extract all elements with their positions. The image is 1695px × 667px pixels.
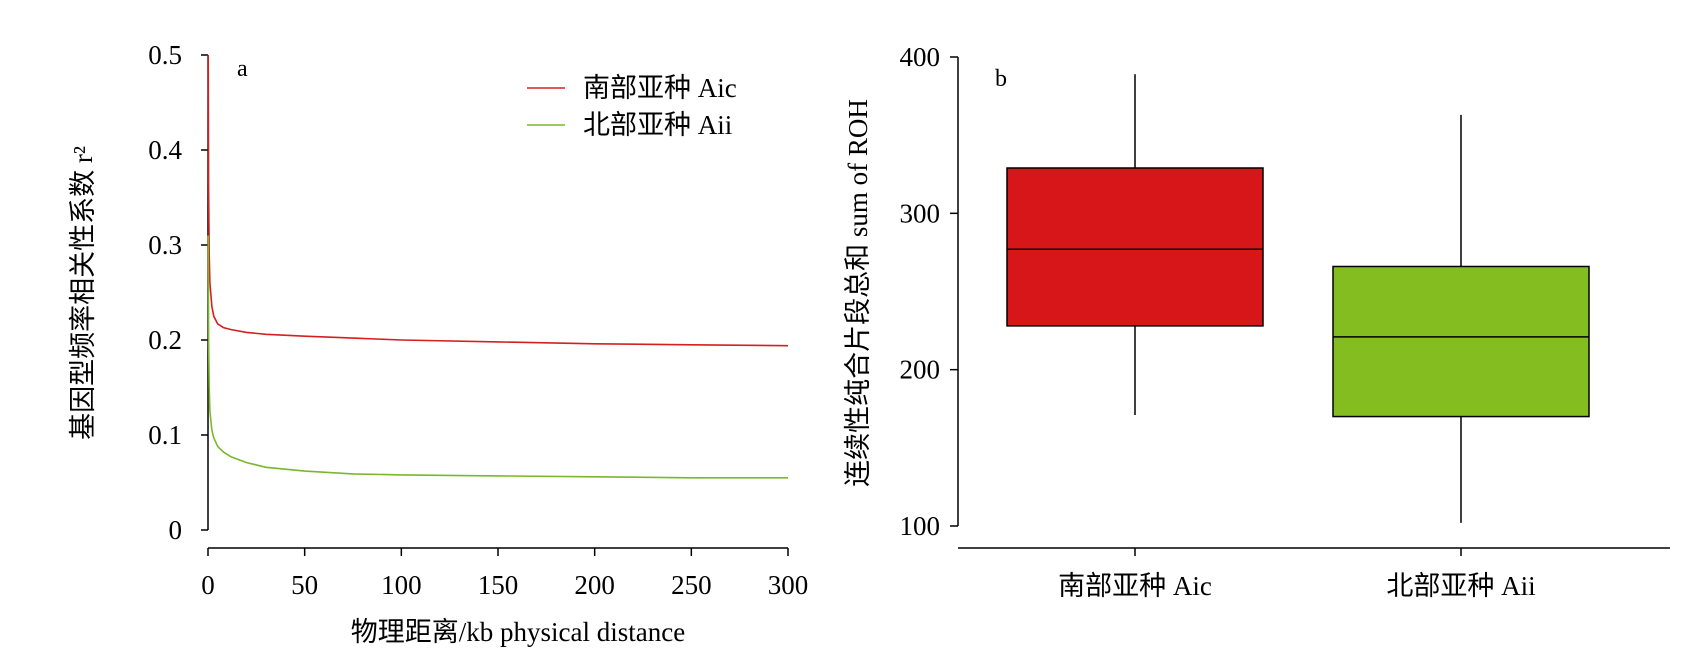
y-axis-label: 基因型频率相关性系数 r²: [68, 146, 98, 440]
legend-label: 北部亚种 Aii: [583, 110, 732, 140]
y-tick-label: 300: [900, 198, 941, 228]
y-tick-label: 0: [169, 515, 183, 545]
boxes: [1006, 74, 1590, 523]
x-tick-label: 250: [671, 570, 712, 600]
axes: 100 200 300 400 南部亚种 Aic 北部亚种 Aii: [900, 42, 1670, 601]
legend: 南部亚种 Aic 北部亚种 Aii: [527, 73, 737, 140]
y-tick-label: 100: [900, 511, 941, 541]
panel-label-a: a: [237, 56, 248, 82]
y-axis-label: 连续性纯合片段总和 sum of ROH: [843, 99, 873, 487]
x-tick-label: 200: [574, 570, 615, 600]
x-tick-label: 北部亚种 Aii: [1386, 571, 1535, 601]
axes: 0 0.1 0.2 0.3 0.4 0.5 0 50 100 150 200 250 300: [148, 40, 808, 600]
panel-label-b: b: [995, 66, 1007, 92]
x-tick-label: 150: [478, 570, 519, 600]
x-tick-label: 50: [291, 570, 318, 600]
series-line: [207, 54, 789, 347]
y-tick-label: 0.4: [148, 135, 182, 165]
box: [1332, 265, 1590, 418]
x-axis-label: 物理距离/kb physical distance: [351, 617, 685, 647]
legend-label: 南部亚种 Aic: [583, 73, 737, 103]
x-tick-label: 0: [201, 570, 215, 600]
y-tick-label: 0.3: [148, 230, 182, 260]
y-tick-label: 0.2: [148, 325, 182, 355]
y-tick-label: 0.5: [148, 40, 182, 70]
y-tick-label: 400: [900, 42, 941, 72]
series-lines: [207, 54, 789, 479]
x-tick-label: 300: [768, 570, 809, 600]
line-chart-panel: 0 0.1 0.2 0.3 0.4 0.5 0 50 100 150 200 250 300 a 南部亚…: [68, 40, 808, 647]
y-tick-label: 0.1: [148, 420, 182, 450]
series-line: [207, 235, 788, 479]
y-tick-label: 200: [900, 355, 941, 385]
box-plot-panel: 100 200 300 400 南部亚种 Aic 北部亚种 Aii b 连续性纯合片段总和…: [843, 42, 1670, 601]
x-tick-label: 100: [381, 570, 422, 600]
x-tick-label: 南部亚种 Aic: [1058, 571, 1212, 601]
box: [1006, 167, 1264, 327]
